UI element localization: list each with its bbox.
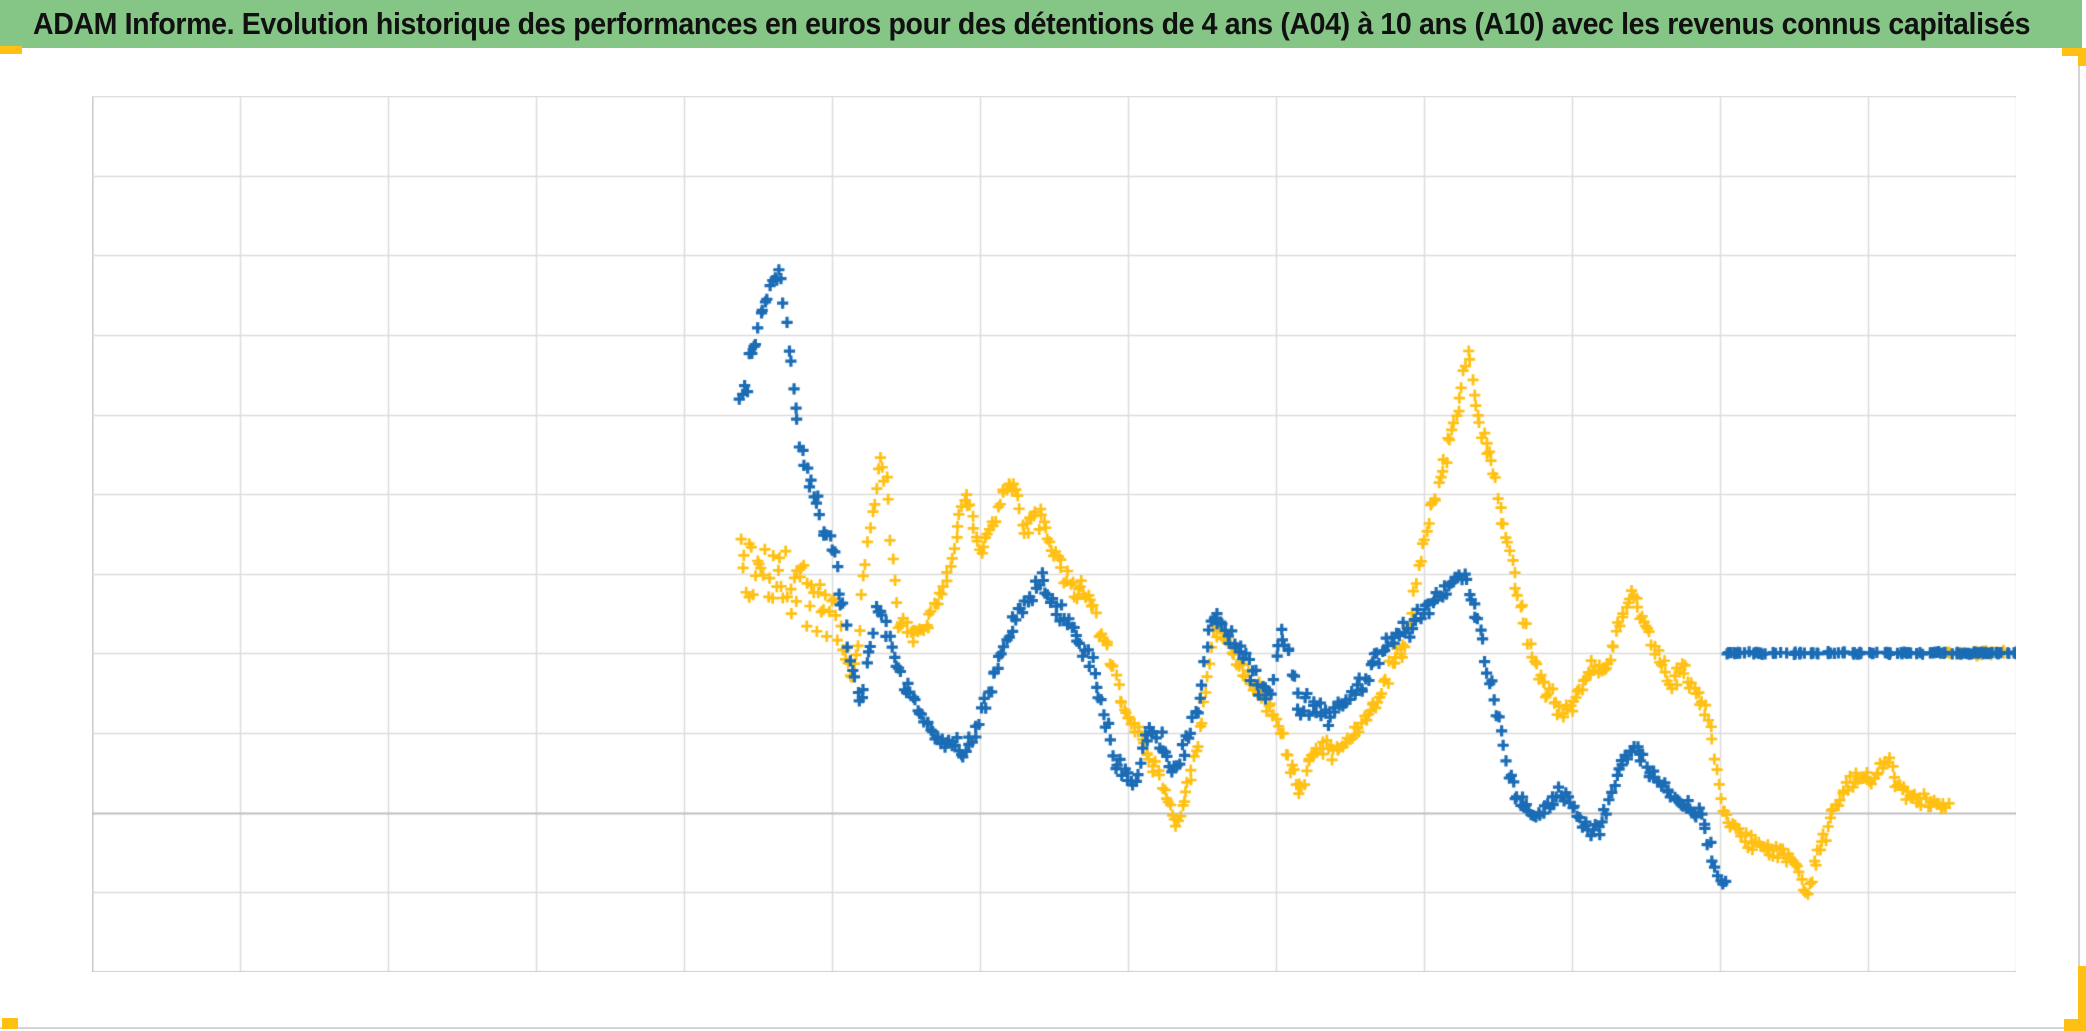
placeholder-corner-top-right [2062, 48, 2086, 56]
placeholder-corner-bottom-right [2064, 1019, 2086, 1031]
slide-right-edge [2078, 48, 2080, 1031]
scatter-canvas [92, 96, 2016, 972]
performance-chart [92, 96, 2016, 972]
placeholder-corner-bottom-right-vertical [2078, 966, 2086, 1031]
slide-title-bar: ADAM Informe. Evolution historique des p… [0, 0, 2082, 48]
placeholder-corner-top-left [0, 46, 22, 54]
page-title: ADAM Informe. Evolution historique des p… [33, 6, 2031, 41]
slide-bottom-edge [0, 1027, 2086, 1029]
placeholder-corner-top-right-vertical [2078, 48, 2086, 66]
placeholder-corner-bottom-left [2, 1018, 18, 1029]
